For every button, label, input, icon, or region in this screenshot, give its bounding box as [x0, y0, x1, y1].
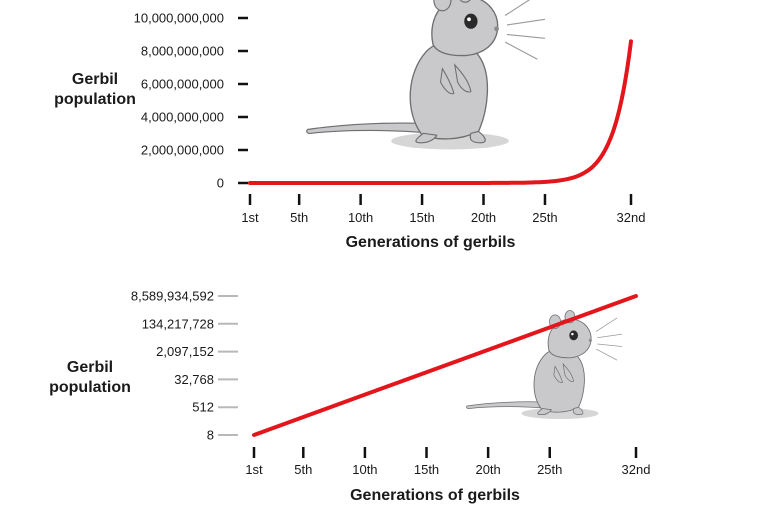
- y-axis-title-line-2: population: [49, 379, 131, 396]
- tail-shape: [306, 122, 434, 135]
- y-tick-label: 512: [192, 400, 214, 415]
- x-tick-label: 20th: [471, 210, 496, 225]
- arm-shape: [453, 63, 472, 93]
- foot-shape: [572, 406, 584, 416]
- x-tick-label: 32nd: [622, 462, 651, 477]
- y-axis-title-line-1: Gerbil: [67, 359, 113, 376]
- x-tick-label: 1st: [241, 210, 259, 225]
- gerbil-illustration-bottom: [466, 310, 623, 420]
- y-axis-log: 8 512 32,768 2,097,152 134,217,728 8,589,934,…: [131, 289, 238, 443]
- arm-shape: [439, 67, 455, 95]
- eye-shape: [569, 330, 578, 341]
- y-tick-label: 8,589,934,592: [131, 289, 214, 304]
- x-tick-label: 5th: [294, 462, 312, 477]
- x-tick-label: 32nd: [617, 210, 646, 225]
- y-axis-linear: 0 2,000,000,000 4,000,000,000 6,000,000,000…: [134, 11, 248, 191]
- x-tick-label: 25th: [537, 462, 562, 477]
- eye-highlight-shape: [467, 17, 471, 22]
- alarm-line-shape: [597, 343, 623, 347]
- alarm-line-shape: [506, 33, 546, 39]
- arm-shape: [553, 365, 563, 384]
- eye-shape: [464, 13, 478, 29]
- y-tick-label: 2,097,152: [156, 344, 214, 359]
- x-tick-label: 15th: [409, 210, 434, 225]
- nose-shape: [494, 26, 499, 32]
- x-tick-label: 25th: [532, 210, 557, 225]
- alarm-line-shape: [504, 41, 538, 60]
- tail-shape: [466, 401, 550, 409]
- y-tick-label: 4,000,000,000: [141, 110, 224, 125]
- log-chart: 8 512 32,768 2,097,152 134,217,728 8,589,934,…: [49, 289, 650, 505]
- series-line-log: [252, 294, 638, 437]
- ear-shape: [433, 0, 452, 12]
- arm-shape: [562, 362, 575, 382]
- y-tick-label: 2,000,000,000: [141, 143, 224, 158]
- alarm-line-shape: [504, 0, 531, 16]
- alarm-line-shape: [597, 333, 623, 339]
- x-tick-label: 1st: [245, 462, 263, 477]
- alarm-line-shape: [595, 348, 618, 361]
- nose-shape: [588, 338, 592, 342]
- series-log: [252, 294, 638, 437]
- x-axis-log: 1st 5th 10th 15th 20th 25th 32nd: [245, 447, 650, 477]
- y-tick-label: 32,768: [174, 372, 214, 387]
- foot-shape: [537, 408, 552, 416]
- alarm-line-shape: [595, 317, 618, 332]
- x-axis-linear: 1st 5th 10th 15th 20th 25th 32nd: [241, 194, 645, 225]
- y-tick-label: 134,217,728: [142, 316, 214, 331]
- foot-shape: [415, 132, 438, 144]
- y-tick-label: 10,000,000,000: [134, 11, 224, 26]
- x-tick-label: 20th: [475, 462, 500, 477]
- y-tick-label: 0: [217, 176, 224, 191]
- x-axis-title: Generations of gerbils: [350, 487, 520, 504]
- ear-shape: [459, 0, 471, 3]
- foot-shape: [469, 130, 486, 144]
- y-tick-label: 6,000,000,000: [141, 77, 224, 92]
- y-tick-label: 8: [207, 428, 214, 443]
- gerbil-illustration-top: [306, 0, 546, 150]
- series-linear: [248, 39, 633, 185]
- series-line-linear: [248, 39, 633, 185]
- x-axis-title: Generations of gerbils: [346, 234, 516, 251]
- x-tick-label: 5th: [290, 210, 308, 225]
- eye-highlight-shape: [571, 332, 574, 336]
- x-tick-label: 10th: [352, 462, 377, 477]
- y-axis-title-line-2: population: [54, 91, 136, 108]
- y-axis-title-line-1: Gerbil: [72, 71, 118, 88]
- y-tick-label: 8,000,000,000: [141, 44, 224, 59]
- x-tick-label: 10th: [348, 210, 373, 225]
- linear-chart: 0 2,000,000,000 4,000,000,000 6,000,000,000…: [54, 0, 645, 251]
- alarm-line-shape: [506, 18, 546, 26]
- x-tick-label: 15th: [414, 462, 439, 477]
